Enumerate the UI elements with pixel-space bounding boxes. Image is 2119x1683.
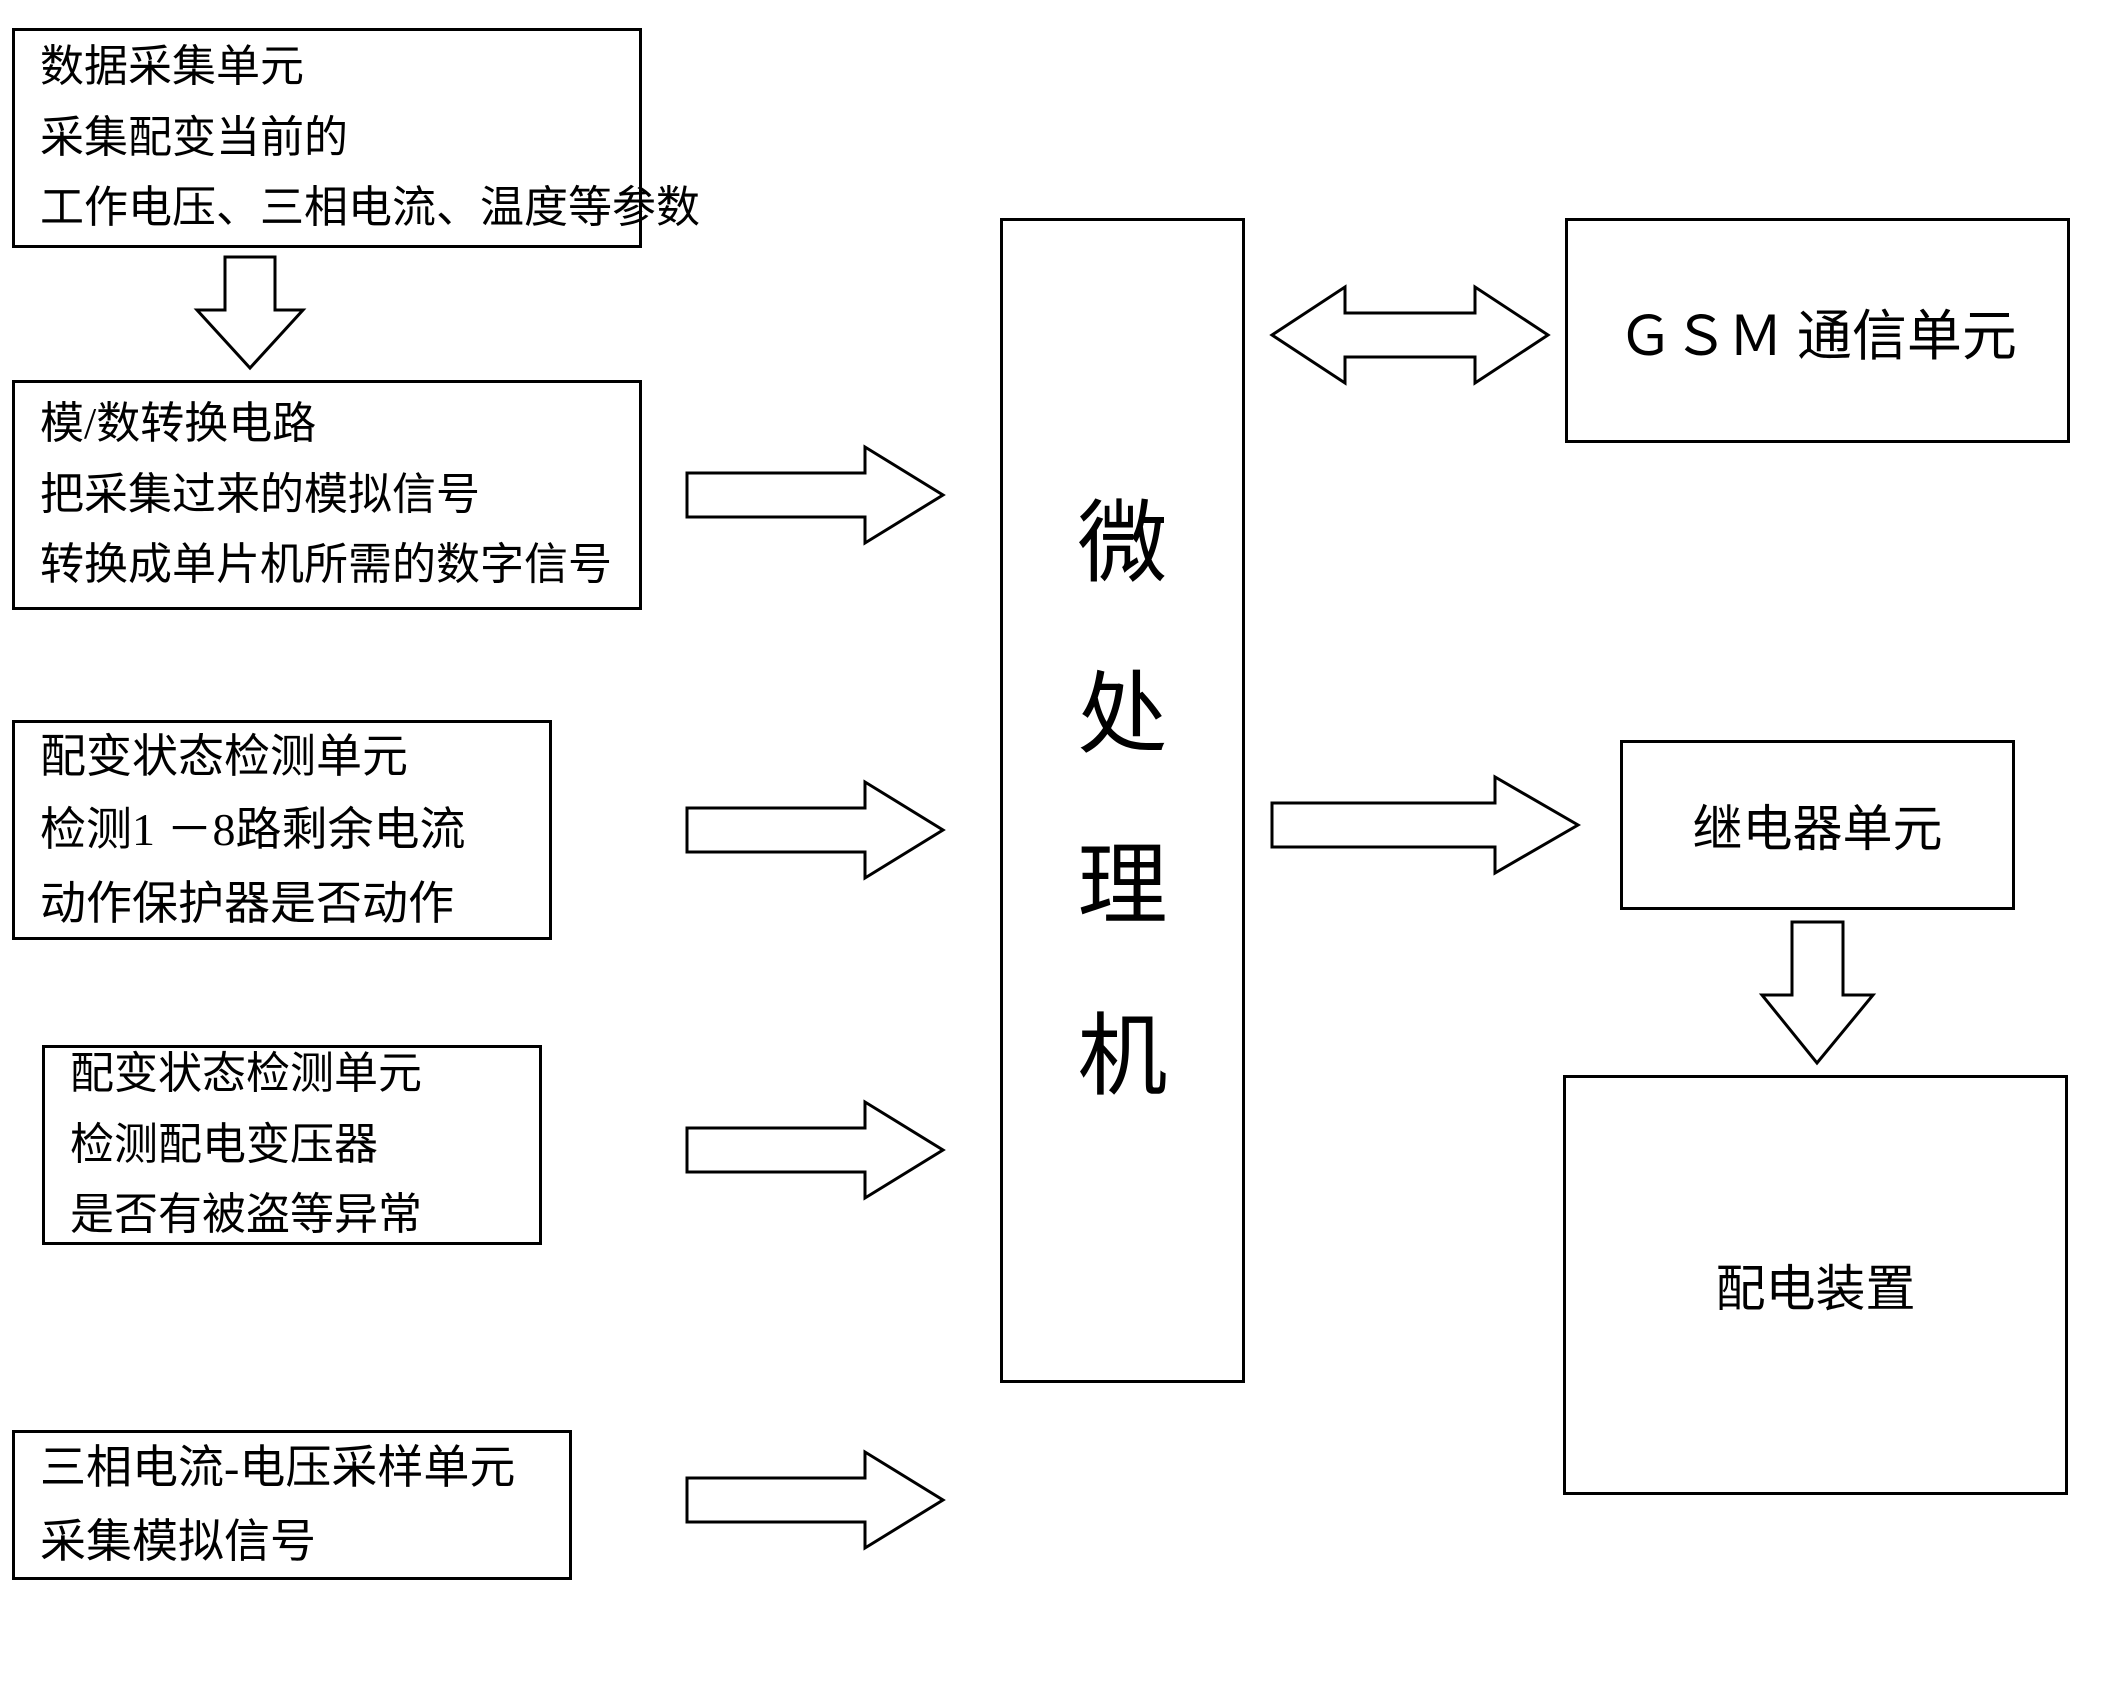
mcu-char: 微 bbox=[1078, 459, 1168, 630]
box-relay: 继电器单元 bbox=[1620, 740, 2015, 910]
text-line: 工作电压、三相电流、温度等参数 bbox=[40, 173, 614, 243]
distribution-label: 配电装置 bbox=[1716, 1249, 1916, 1321]
arrow-down-icon bbox=[195, 255, 305, 370]
arrow-right-icon bbox=[1270, 775, 1580, 875]
box-data-acquisition: 数据采集单元 采集配变当前的 工作电压、三相电流、温度等参数 bbox=[12, 28, 642, 248]
arrow-right-icon bbox=[685, 780, 945, 880]
relay-label: 继电器单元 bbox=[1693, 789, 1943, 861]
text-line: 检测配电变压器 bbox=[70, 1110, 514, 1180]
mcu-char: 理 bbox=[1078, 801, 1168, 972]
mcu-char: 机 bbox=[1078, 972, 1168, 1143]
text-line: 动作保护器是否动作 bbox=[40, 867, 524, 941]
text-line: 是否有被盗等异常 bbox=[70, 1180, 514, 1250]
arrow-down-icon bbox=[1760, 920, 1875, 1065]
text-line: 三相电流-电压采样单元 bbox=[40, 1431, 544, 1505]
arrow-right-icon bbox=[685, 1450, 945, 1550]
arrow-right-icon bbox=[685, 445, 945, 545]
text-line: 检测1 －8路剩余电流 bbox=[40, 793, 524, 867]
arrow-right-icon bbox=[685, 1100, 945, 1200]
text-line: 数据采集单元 bbox=[40, 32, 614, 102]
box-sampling: 三相电流-电压采样单元 采集模拟信号 bbox=[12, 1430, 572, 1580]
text-line: 把采集过来的模拟信号 bbox=[40, 460, 614, 530]
text-line: 模/数转换电路 bbox=[40, 389, 614, 459]
box-gsm: ＧＳＭ 通信单元 bbox=[1565, 218, 2070, 443]
text-line: 转换成单片机所需的数字信号 bbox=[40, 530, 614, 600]
text-line: 配变状态检测单元 bbox=[40, 720, 524, 794]
text-line: 采集配变当前的 bbox=[40, 103, 614, 173]
box-state-detect-2: 配变状态检测单元 检测配电变压器 是否有被盗等异常 bbox=[42, 1045, 542, 1245]
arrow-double-icon bbox=[1270, 285, 1550, 385]
text-line: 配变状态检测单元 bbox=[70, 1039, 514, 1109]
text-line: 采集模拟信号 bbox=[40, 1505, 544, 1579]
box-distribution: 配电装置 bbox=[1563, 1075, 2068, 1495]
box-state-detect-1: 配变状态检测单元 检测1 －8路剩余电流 动作保护器是否动作 bbox=[12, 720, 552, 940]
gsm-label: ＧＳＭ 通信单元 bbox=[1618, 291, 2017, 371]
box-ad-converter: 模/数转换电路 把采集过来的模拟信号 转换成单片机所需的数字信号 bbox=[12, 380, 642, 610]
mcu-char: 处 bbox=[1078, 630, 1168, 801]
box-mcu: 微 处 理 机 bbox=[1000, 218, 1245, 1383]
